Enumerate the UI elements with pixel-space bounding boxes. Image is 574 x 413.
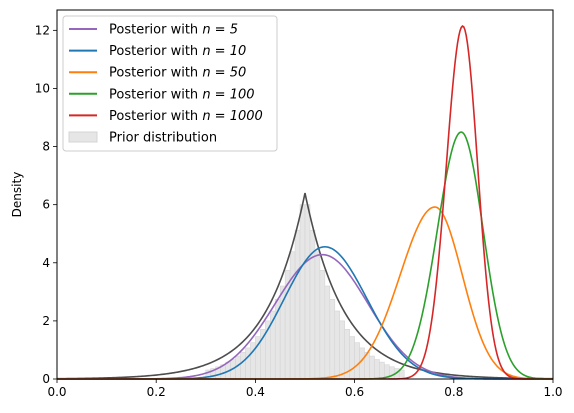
legend-entry-text: Prior distribution <box>109 131 217 146</box>
legend-entry-label: Posterior with n = 5 <box>109 23 238 38</box>
prior-histogram-bar <box>359 347 365 380</box>
prior-histogram-bar <box>369 355 375 380</box>
prior-histogram-bar <box>289 251 296 380</box>
y-tick-label: 2 <box>42 314 50 328</box>
legend-entry-math: n = 50 <box>202 66 246 81</box>
y-tick-label: 12 <box>35 23 50 37</box>
prior-histogram-bar <box>319 270 326 380</box>
legend-entry-text: Posterior with <box>109 44 202 59</box>
legend-swatch <box>68 131 98 143</box>
prior-histogram-bar <box>389 366 395 380</box>
legend-box <box>62 15 278 152</box>
legend-entry-text: Posterior with <box>109 66 202 81</box>
prior-histogram-bar <box>374 359 380 380</box>
prior-histogram-bar <box>314 251 321 380</box>
legend-entry-text: Posterior with <box>109 87 202 102</box>
legend-entry-label: Posterior with n = 50 <box>109 66 246 81</box>
prior-histogram-bar <box>299 204 306 380</box>
legend-entry-label: Prior distribution <box>109 131 217 146</box>
y-tick-label: 10 <box>35 81 50 95</box>
legend-entry-text: Posterior with <box>109 23 202 38</box>
prior-histogram-bar <box>398 369 405 380</box>
y-axis-label: Density <box>10 172 24 218</box>
prior-histogram-bar <box>349 336 355 380</box>
x-tick-label: 0.2 <box>147 385 166 399</box>
x-tick-label: 1.0 <box>543 385 562 399</box>
x-tick-label: 0.6 <box>345 385 364 399</box>
prior-histogram-bar <box>334 310 341 380</box>
prior-histogram-bar <box>324 285 331 380</box>
y-axis-ticks: 0 2 4 6 8 10 12 <box>35 23 57 386</box>
y-tick-label: 8 <box>42 140 50 154</box>
legend-entry-math: n = 5 <box>202 23 238 38</box>
y-tick-label: 6 <box>42 198 50 212</box>
x-tick-label: 0.8 <box>444 385 463 399</box>
legend-entry-math: n = 10 <box>202 44 246 59</box>
x-tick-label: 0.4 <box>246 385 265 399</box>
plot-frame <box>56 9 554 380</box>
prior-histogram-bar <box>339 320 345 380</box>
prior-histogram-bar <box>245 347 251 380</box>
x-axis-ticks: 0.0 0.2 0.4 0.6 0.8 1.0 <box>47 379 563 399</box>
prior-histogram-bar <box>379 361 385 380</box>
prior-density-line <box>56 192 554 380</box>
prior-histogram-bar <box>354 342 360 380</box>
prior-histogram-bar <box>294 229 301 380</box>
legend-entry-label: Posterior with n = 10 <box>109 44 246 59</box>
prior-histogram-bar <box>304 204 311 380</box>
legend-entry-label: Posterior with n = 100 <box>109 87 255 102</box>
legend-entry-label: Posterior with n = 1000 <box>109 109 263 124</box>
legend-entry-math: n = 100 <box>202 87 254 102</box>
legend-entry-text: Posterior with <box>109 109 202 124</box>
y-tick-label: 0 <box>42 372 50 386</box>
prior-histogram-bar <box>329 299 336 380</box>
y-tick-label: 4 <box>42 256 50 270</box>
legend-entry-math: n = 1000 <box>202 109 262 124</box>
prior-histogram-bar <box>240 351 246 380</box>
x-tick-label: 0.0 <box>47 385 66 399</box>
